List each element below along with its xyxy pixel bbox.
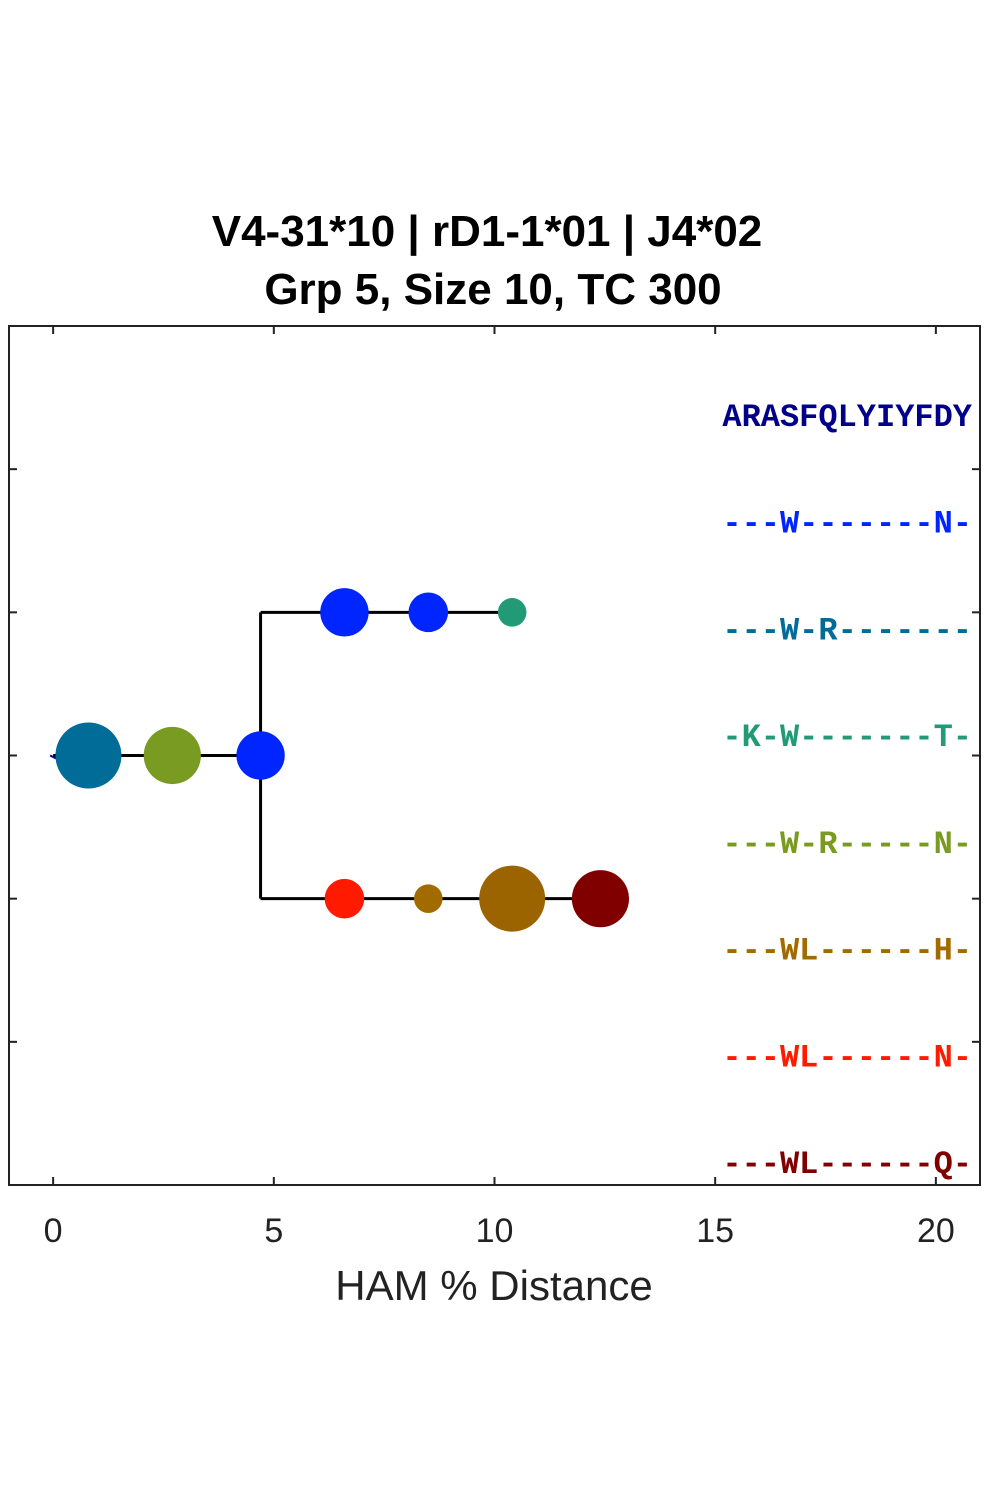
sequence-label-3: -K-W-------T- [722,719,972,756]
x-tick-label-2: 10 [476,1212,514,1250]
tree-node-8 [479,865,546,932]
x-tick-label-3: 15 [696,1212,734,1250]
tree-node-7 [413,884,443,913]
chart-title-line-2: Grp 5, Size 10, TC 300 [264,265,721,314]
tree-node-5 [497,598,527,627]
tree-node-3 [320,588,369,637]
tree-node-9 [571,870,630,928]
axis-ticks [9,325,980,1186]
chart-title-line-1: V4-31*10 | rD1-1*01 | J4*02 [212,207,763,257]
sequence-label-1: ---W-------N- [722,506,972,543]
x-tick-label-4: 20 [917,1212,955,1250]
sequence-label-5: ---WL------H- [722,933,972,970]
sequence-label-4: ---W-R-----N- [722,826,972,863]
x-tick-label-1: 5 [264,1212,283,1250]
tree-node-1 [143,726,201,785]
sequence-label-7: ---WL------Q- [722,1146,972,1183]
root-marker [49,754,57,760]
x-axis-label: HAM % Distance [335,1262,652,1309]
tree-node-2 [236,731,285,780]
sequence-label-0: ARASFQLYIYFDY [722,399,972,436]
tree-branches [49,610,601,901]
sequence-label-6: ---WL------N- [722,1039,972,1076]
x-tick-labels: 0 5 10 15 20 [44,1212,955,1250]
sequence-label-2: ---W-R------- [722,612,972,649]
tree-node-4 [408,592,449,633]
x-tick-label-0: 0 [44,1212,63,1250]
tree-node-6 [324,878,365,919]
sequence-labels: ARASFQLYIYFDY ---W-------N- ---W-R------- -… [722,399,972,1183]
tree-nodes [55,588,630,932]
tree-node-0 [55,722,122,789]
